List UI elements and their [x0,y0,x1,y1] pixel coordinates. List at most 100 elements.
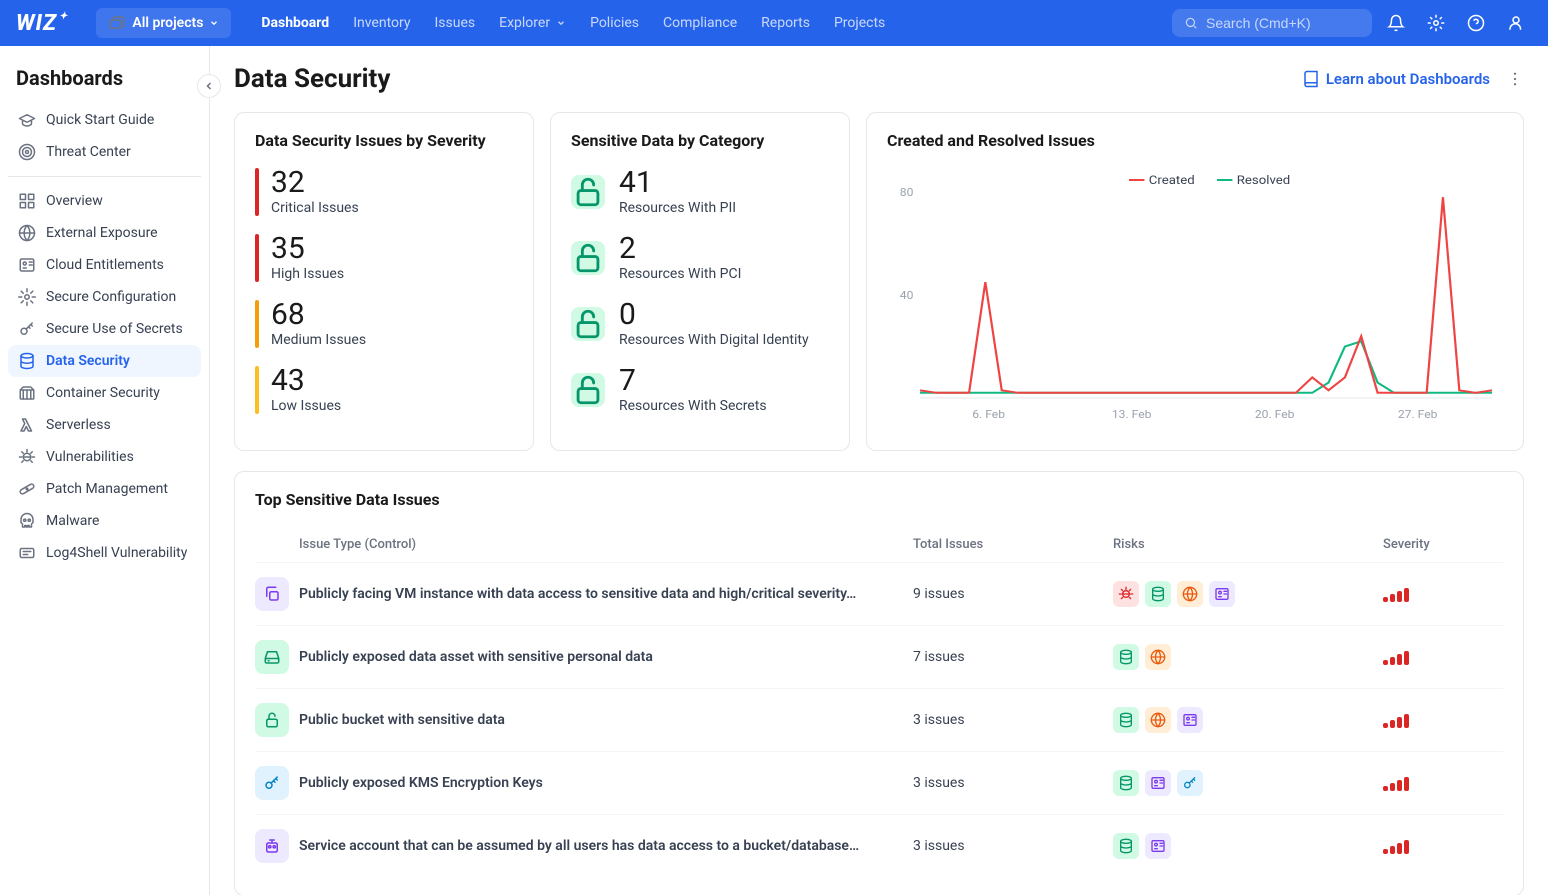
topnav-item-explorer[interactable]: Explorer [487,9,578,37]
sidebar-item-label: Data Security [46,353,130,369]
sidebar-item-external-exposure[interactable]: External Exposure [8,217,201,249]
globe-icon [18,224,36,242]
severity-row[interactable]: 68Medium Issues [255,300,513,348]
topnav-item-issues[interactable]: Issues [423,9,488,37]
sidebar-item-secure-use-of-secrets[interactable]: Secure Use of Secrets [8,313,201,345]
issue-type-label: Public bucket with sensitive data [299,712,913,728]
category-label: Resources With Digital Identity [619,332,809,348]
sidebar-item-container-security[interactable]: Container Security [8,377,201,409]
topnav-item-projects[interactable]: Projects [822,9,897,37]
category-card-title: Sensitive Data by Category [571,131,829,150]
severity-row[interactable]: 32Critical Issues [255,168,513,216]
sidebar-item-patch-management[interactable]: Patch Management [8,473,201,505]
topnav-item-reports[interactable]: Reports [749,9,822,37]
severity-label: Critical Issues [271,200,359,216]
lambda-icon [18,416,36,434]
severity-indicator [255,168,259,216]
table-row[interactable]: Publicly exposed KMS Encryption Keys 3 i… [255,751,1503,814]
notifications-button[interactable] [1380,7,1412,39]
sidebar-item-malware[interactable]: Malware [8,505,201,537]
topnav-item-policies[interactable]: Policies [578,9,651,37]
issue-type-label: Publicly exposed KMS Encryption Keys [299,775,913,791]
sidebar-item-label: Vulnerabilities [46,449,134,465]
topnav-item-compliance[interactable]: Compliance [651,9,749,37]
unlock-icon [571,175,605,209]
issue-risks [1113,833,1383,859]
svg-text:Created: Created [1149,174,1195,188]
table-row[interactable]: Publicly facing VM instance with data ac… [255,562,1503,625]
key-icon [255,766,289,800]
sidebar-item-label: External Exposure [46,225,158,241]
search-input[interactable] [1206,15,1360,31]
sidebar-item-label: Log4Shell Vulnerability [46,545,187,561]
svg-text:80: 80 [900,186,914,199]
grad-cap-icon [18,111,36,129]
sidebar-item-vulnerabilities[interactable]: Vulnerabilities [8,441,201,473]
topnav-item-label: Reports [761,15,810,31]
severity-count: 43 [271,366,341,396]
settings-button[interactable] [1420,7,1452,39]
sidebar-item-overview[interactable]: Overview [8,185,201,217]
category-row[interactable]: 7Resources With Secrets [571,366,829,414]
sidebar-item-data-security[interactable]: Data Security [8,345,201,377]
category-row[interactable]: 41Resources With PII [571,168,829,216]
chevron-down-icon [556,18,566,28]
topnav-item-dashboard[interactable]: Dashboard [249,9,341,37]
user-menu-button[interactable] [1500,7,1532,39]
global-search[interactable] [1172,9,1372,37]
risk-badge-database [1113,644,1139,670]
table-row[interactable]: Publicly exposed data asset with sensiti… [255,625,1503,688]
unlock-icon [255,703,289,737]
issue-type-label: Publicly exposed data asset with sensiti… [299,649,913,665]
help-button[interactable] [1460,7,1492,39]
severity-row[interactable]: 43Low Issues [255,366,513,414]
issue-severity [1383,838,1503,854]
more-vertical-icon [1506,70,1524,88]
severity-row[interactable]: 35High Issues [255,234,513,282]
sidebar-item-label: Cloud Entitlements [46,257,164,273]
category-row[interactable]: 0Resources With Digital Identity [571,300,829,348]
projects-selector[interactable]: All projects [96,8,231,38]
svg-text:20. Feb: 20. Feb [1255,408,1295,421]
sidebar-item-log4shell-vulnerability[interactable]: Log4Shell Vulnerability [8,537,201,569]
sidebar-item-serverless[interactable]: Serverless [8,409,201,441]
risk-badge-globe [1145,644,1171,670]
top-navbar: WIZ✦ All projects DashboardInventoryIssu… [0,0,1548,46]
category-count: 7 [619,366,767,396]
container-icon [18,384,36,402]
issue-severity [1383,649,1503,665]
topnav-item-inventory[interactable]: Inventory [341,9,422,37]
sidebar-collapse-button[interactable] [197,74,221,98]
learn-about-dashboards-link[interactable]: Learn about Dashboards [1302,70,1490,88]
category-row[interactable]: 2Resources With PCI [571,234,829,282]
sidebar-item-label: Serverless [46,417,111,433]
severity-indicator [255,234,259,282]
unlock-icon [571,373,605,407]
sidebar-item-cloud-entitlements[interactable]: Cloud Entitlements [8,249,201,281]
sidebar-item-label: Overview [46,193,103,209]
col-header-risks: Risks [1113,537,1383,552]
page-more-button[interactable] [1506,70,1524,88]
issues-table-title: Top Sensitive Data Issues [255,490,1503,509]
table-row[interactable]: Service account that can be assumed by a… [255,814,1503,877]
sidebar-item-threat-center[interactable]: Threat Center [8,136,201,168]
severity-count: 35 [271,234,344,264]
issue-type-label: Publicly facing VM instance with data ac… [299,586,913,602]
search-icon [1184,15,1198,31]
sidebar-item-secure-configuration[interactable]: Secure Configuration [8,281,201,313]
risk-badge-bug [1113,581,1139,607]
svg-text:6. Feb: 6. Feb [972,408,1005,421]
logo: WIZ✦ [16,11,68,36]
sidebar-item-quick-start-guide[interactable]: Quick Start Guide [8,104,201,136]
table-row[interactable]: Public bucket with sensitive data 3 issu… [255,688,1503,751]
sidebar-item-label: Secure Configuration [46,289,176,305]
sidebar-item-label: Threat Center [46,144,131,160]
topnav-item-label: Compliance [663,15,737,31]
unlock-icon [571,241,605,275]
logo-sparkle-icon: ✦ [59,11,68,22]
issue-type-label: Service account that can be assumed by a… [299,838,913,854]
issue-total-label: 7 issues [913,649,1113,665]
severity-indicator [255,366,259,414]
sidebar-item-label: Malware [46,513,99,529]
svg-text:27. Feb: 27. Feb [1398,408,1438,421]
